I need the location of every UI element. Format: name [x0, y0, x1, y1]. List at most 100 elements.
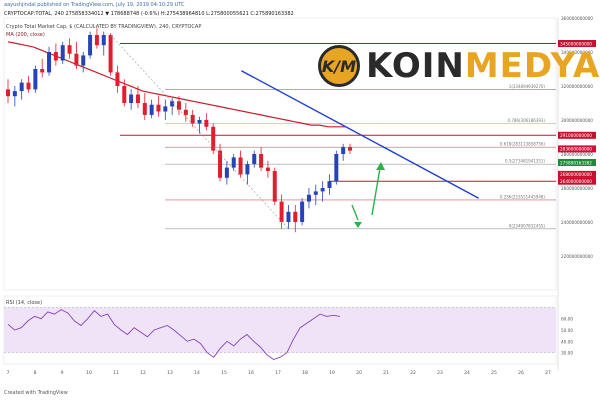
price-axis-tick: 360000000000 — [561, 16, 593, 21]
price-axis-tick: 240000000000 — [561, 220, 593, 225]
candle-body — [53, 52, 58, 61]
bearish-trendline — [241, 70, 480, 199]
candle-body — [327, 181, 332, 188]
x-axis-tick: 21 — [383, 370, 389, 376]
candle-body — [334, 154, 339, 182]
candle-body — [149, 104, 154, 115]
koinmedya-logo: K/M KOIN MEDYA — [318, 45, 600, 87]
price-tag-label: 268000000000 — [560, 172, 592, 177]
candle-body — [348, 147, 352, 151]
candle-body — [40, 69, 45, 73]
candle-body — [170, 101, 175, 107]
x-axis-tick: 10 — [86, 370, 92, 376]
price-tag-box — [558, 170, 596, 178]
price-axis-tick: 300000000000 — [561, 118, 593, 123]
x-axis-tick: 19 — [329, 370, 335, 376]
x-axis-tick: 16 — [248, 370, 254, 376]
candle-body — [115, 72, 120, 86]
candle-body — [12, 91, 17, 97]
candle-body — [101, 35, 106, 46]
candle-body — [142, 103, 147, 115]
candle-body — [60, 45, 65, 61]
x-axis-tick: 12 — [140, 370, 146, 376]
fib-level-label: 0.236(253551445948) — [500, 194, 546, 199]
price-tag-label: 283600000000 — [560, 147, 592, 152]
x-axis-tick: 11 — [113, 370, 119, 376]
horizontal-level-label: 264000000000 — [560, 179, 592, 184]
price-tag-box — [558, 159, 596, 166]
candle-body — [300, 201, 305, 222]
candle-body — [94, 35, 99, 46]
coin-logo-icon: K/M — [318, 45, 360, 87]
x-axis-tick: 27 — [545, 370, 551, 376]
horizontal-level-label: 291000000000 — [560, 133, 592, 138]
candle-body — [26, 82, 31, 90]
candle-body — [224, 167, 229, 178]
x-axis-tick: 13 — [167, 370, 173, 376]
price-tag-label: 275890163382 — [560, 160, 592, 165]
candle-body — [197, 120, 202, 124]
x-axis-tick: 15 — [221, 370, 227, 376]
candle-body — [259, 154, 264, 168]
candle-body — [265, 167, 270, 171]
candle-body — [129, 94, 134, 103]
candle-body — [156, 104, 161, 112]
x-axis-tick: 14 — [194, 370, 200, 376]
horizontal-level-tag — [558, 131, 596, 139]
candle-body — [279, 201, 284, 222]
candle-body — [286, 211, 291, 222]
fib-level-label: 0.5(273481941351) — [505, 159, 545, 164]
x-axis-tick: 24 — [464, 370, 470, 376]
price-axis-tick: 260000000000 — [561, 186, 593, 191]
price-axis-tick: 220000000000 — [561, 254, 593, 259]
candle-body — [293, 211, 298, 222]
price-pane-frame — [3, 17, 557, 291]
horizontal-level-tag — [558, 177, 596, 185]
logo-word-koin: KOIN — [366, 46, 465, 86]
symbol-line: CRYPTOCAP:TOTAL, 240 275858334012 ▼ 1786… — [4, 11, 294, 17]
candle-body — [74, 53, 79, 66]
x-axis-tick: 20 — [356, 370, 362, 376]
fib-level-label: 1(334894939270) — [509, 84, 546, 89]
x-axis-tick: 22 — [410, 370, 416, 376]
logo-word-medya: MEDYA — [464, 46, 600, 86]
x-axis-tick: 8 — [34, 370, 37, 376]
candle-body — [204, 120, 209, 127]
candle-body — [183, 109, 188, 115]
down-arrow-head — [354, 222, 362, 228]
x-axis-tick: 23 — [437, 370, 443, 376]
up-arrow-path — [371, 167, 381, 216]
rsi-label: RSI (14, close) — [6, 300, 43, 306]
candle-body — [163, 106, 168, 112]
x-axis-tick: 17 — [275, 370, 281, 376]
price-axis-tick: 320000000000 — [561, 84, 593, 89]
candle-body — [88, 35, 93, 56]
rsi-band — [4, 307, 556, 353]
down-arrow-path — [351, 204, 359, 221]
rsi-axis-tick: 60.00 — [561, 317, 573, 322]
candle-body — [177, 101, 181, 110]
rsi-axis-tick: 50.00 — [561, 328, 573, 333]
horizontal-level-label: 345000000000 — [560, 41, 592, 46]
price-axis-tick: 280000000000 — [561, 152, 593, 157]
candle-body — [238, 157, 243, 175]
horizontal-level-tag — [558, 40, 596, 47]
candle-body — [19, 82, 24, 92]
x-axis-tick: 25 — [491, 370, 497, 376]
candle-body — [122, 86, 127, 103]
candle-body — [6, 89, 10, 97]
candle-body — [218, 150, 223, 178]
price-axis-tick: 340000000000 — [561, 50, 593, 55]
candle-body — [135, 94, 140, 103]
candle-body — [33, 69, 38, 90]
candle-body — [81, 55, 86, 66]
candle-body — [108, 35, 113, 73]
fib-level-label: 0.786(306186393) — [508, 118, 546, 123]
fib-level-label: 0.618(283113858756) — [500, 142, 546, 147]
rsi-line — [7, 309, 341, 361]
candle-body — [306, 194, 311, 202]
x-axis-tick: 26 — [518, 370, 524, 376]
candle-body — [252, 154, 257, 165]
candle-body — [341, 147, 346, 154]
